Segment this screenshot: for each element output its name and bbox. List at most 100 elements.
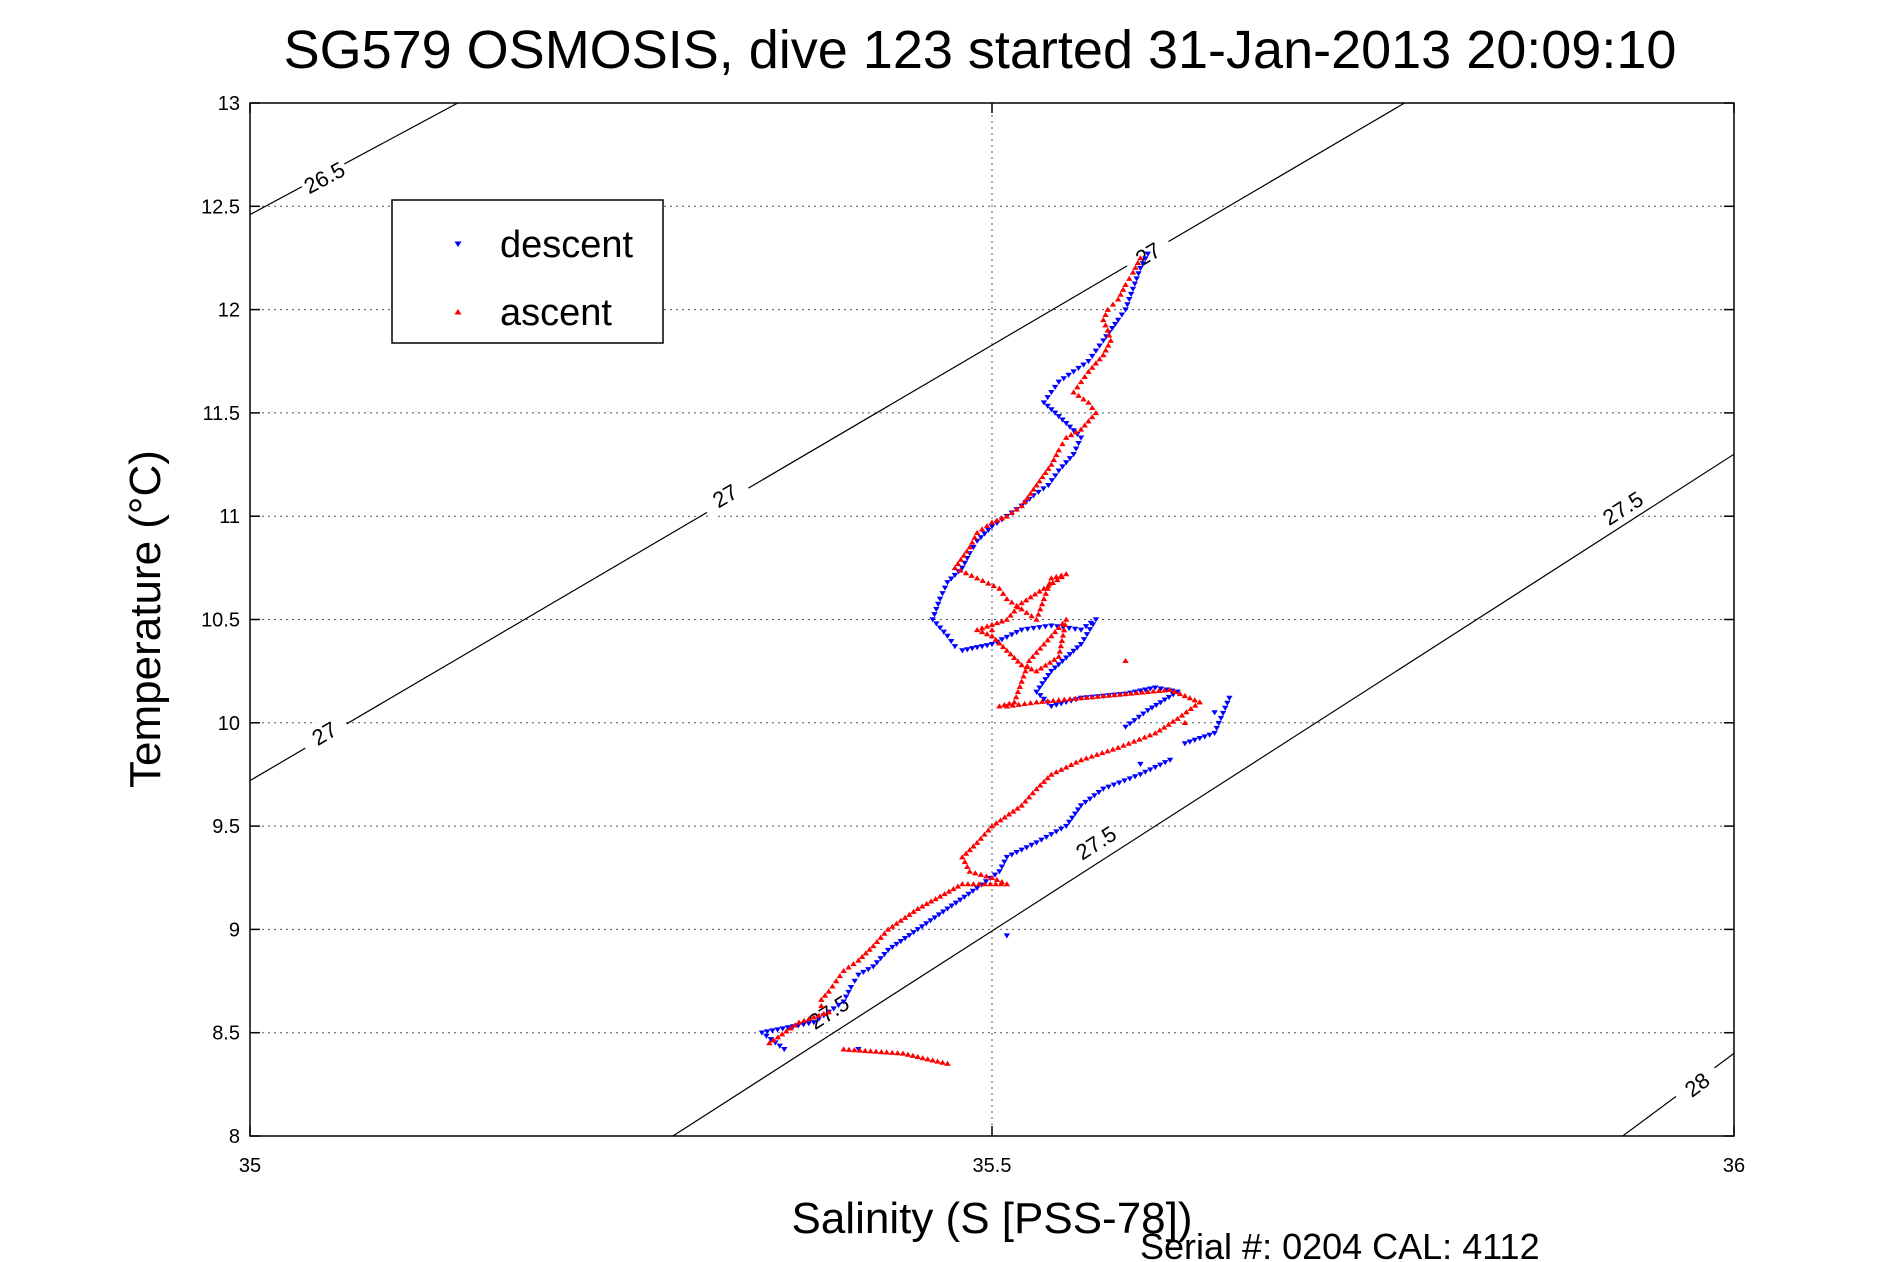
descent-point xyxy=(1008,852,1015,858)
descent-point xyxy=(965,891,972,897)
descent-point xyxy=(1042,677,1049,683)
ascent-point xyxy=(1044,637,1051,643)
ascent-point xyxy=(932,895,939,902)
descent-point xyxy=(1100,786,1107,792)
descent-point xyxy=(1065,372,1072,378)
ascent-point xyxy=(1137,255,1144,261)
descent-point xyxy=(1068,815,1076,821)
ascent-point xyxy=(998,881,1005,887)
descent-point xyxy=(1139,261,1147,267)
ascent-point xyxy=(1013,506,1020,512)
descent-point xyxy=(1033,840,1040,846)
ascent-point xyxy=(1183,709,1190,715)
descent-point xyxy=(1191,737,1199,743)
descent-point xyxy=(855,972,862,978)
ascent-point xyxy=(950,886,957,892)
ascent-point xyxy=(1063,764,1070,770)
ascent-point xyxy=(1092,360,1100,366)
descent-point xyxy=(1060,376,1067,382)
ascent-point xyxy=(1166,686,1174,692)
ascent-point xyxy=(1038,698,1046,704)
ascent-point xyxy=(983,873,990,879)
descent-point xyxy=(973,645,981,651)
ascent-point xyxy=(992,881,999,887)
ascent-point xyxy=(1018,600,1025,606)
ascent-point xyxy=(1040,778,1048,784)
descent-point xyxy=(847,985,855,991)
ascent-point xyxy=(1066,696,1074,702)
descent-point xyxy=(901,936,909,942)
ascent-point xyxy=(1085,399,1092,405)
descent-point xyxy=(1082,624,1090,630)
ascent-point xyxy=(862,950,870,956)
descent-point xyxy=(1040,696,1048,702)
ascent-point xyxy=(1081,422,1088,428)
ascent-point xyxy=(1085,368,1092,374)
isopycnal-line xyxy=(250,103,1405,782)
ascent-point xyxy=(1181,693,1189,699)
ascent-point xyxy=(1104,748,1111,754)
ascent-point xyxy=(1003,513,1011,519)
descent-point xyxy=(1048,407,1055,413)
ascent-point xyxy=(981,831,988,837)
ascent-point xyxy=(1014,604,1022,610)
descent-point xyxy=(1114,317,1122,323)
descent-point xyxy=(1088,353,1096,359)
descent-point xyxy=(881,951,888,958)
ascent-point xyxy=(1007,612,1014,618)
descent-point xyxy=(996,869,1003,875)
ascent-point xyxy=(1024,494,1031,500)
descent-point xyxy=(923,921,930,927)
descent-point xyxy=(1165,694,1173,701)
ascent-point xyxy=(951,564,959,571)
ascent-point xyxy=(1018,606,1025,612)
ascent-point xyxy=(964,881,972,887)
ascent-point xyxy=(1037,645,1044,651)
ascent-point xyxy=(884,926,892,932)
ascent-point xyxy=(1036,588,1043,594)
descent-point xyxy=(842,994,850,1000)
ascent-point xyxy=(1053,573,1060,580)
descent-point xyxy=(982,879,990,885)
ascent-point xyxy=(1093,751,1101,757)
ascent-point xyxy=(787,1025,794,1031)
descent-point xyxy=(1003,854,1011,860)
ascent-point xyxy=(979,577,986,584)
ascent-point xyxy=(1116,691,1124,697)
descent-point xyxy=(1058,826,1065,832)
descent-point xyxy=(1118,312,1126,318)
descent-point xyxy=(1135,714,1143,720)
descent-point xyxy=(1135,271,1142,277)
descent-point xyxy=(1066,456,1074,462)
ascent-point xyxy=(964,863,971,869)
descent-point xyxy=(1051,665,1059,671)
isopycnal-label-bg xyxy=(296,709,352,757)
ascent-point xyxy=(962,850,970,856)
ascent-point xyxy=(1061,696,1068,702)
descent-point xyxy=(763,1033,770,1039)
descent-point xyxy=(781,1046,788,1053)
ascent-point xyxy=(1107,337,1114,343)
y-axis-label: Temperature (°C) xyxy=(121,450,170,788)
descent-point xyxy=(1074,645,1081,651)
descent-point xyxy=(776,1043,783,1049)
ascent-point xyxy=(988,621,996,627)
descent-point xyxy=(1052,473,1059,479)
ascent-point xyxy=(1025,657,1033,664)
ascent-point xyxy=(1033,482,1040,488)
ascent-point xyxy=(1075,392,1082,398)
descent-point xyxy=(1166,757,1174,763)
descent-point xyxy=(1018,847,1025,853)
ascent-point xyxy=(810,1014,818,1020)
ascent-point xyxy=(1042,469,1049,476)
ascent-point xyxy=(969,539,976,545)
ascent-point xyxy=(1003,881,1011,887)
ascent-point xyxy=(973,626,981,633)
ascent-point xyxy=(1141,734,1148,740)
ascent-point xyxy=(996,703,1003,709)
ascent-point xyxy=(774,1034,782,1040)
ascent-point xyxy=(975,881,983,887)
descent-point xyxy=(959,648,966,654)
descent-point xyxy=(1215,720,1223,726)
ascent-point xyxy=(1192,702,1199,708)
